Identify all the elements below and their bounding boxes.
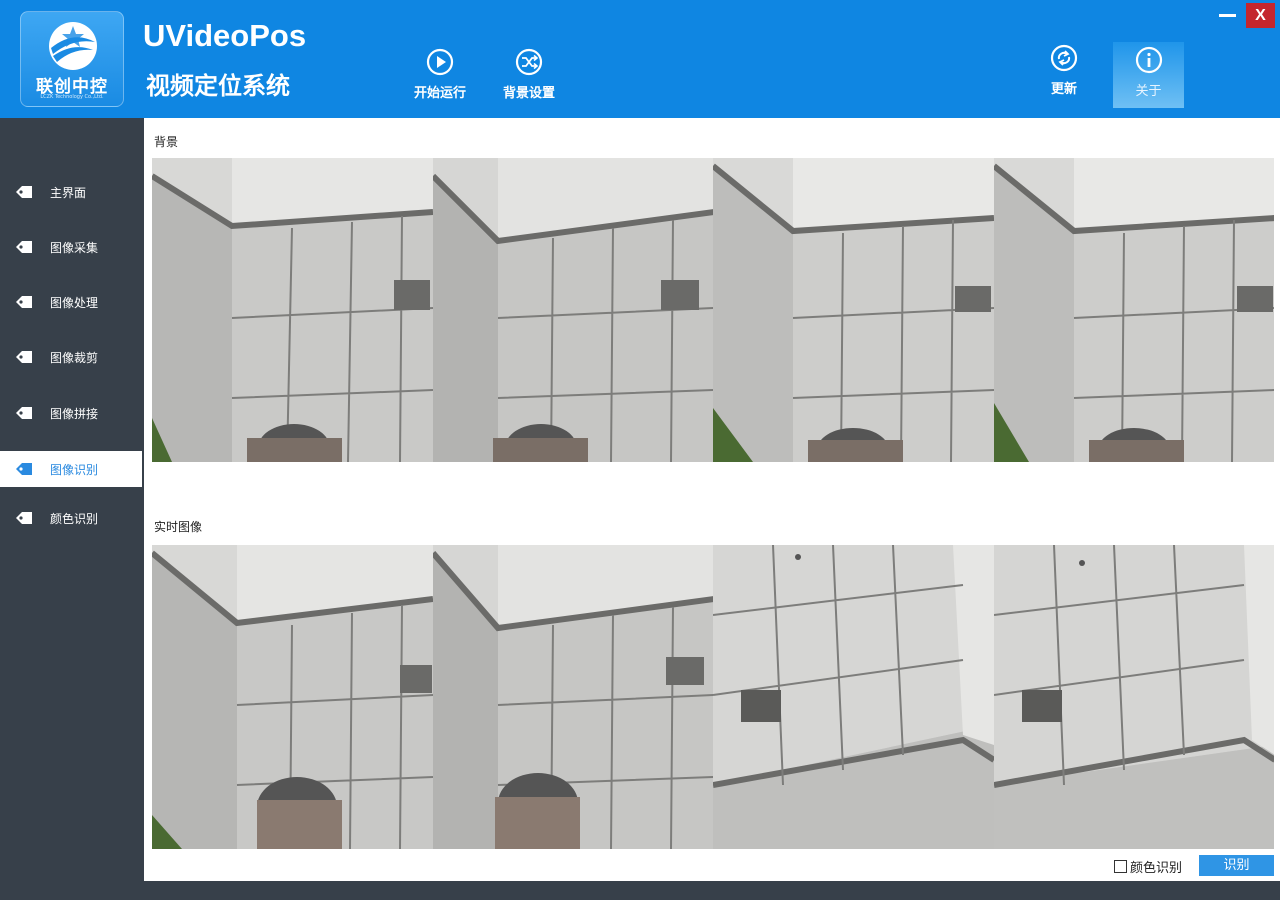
background-image-row <box>152 158 1274 462</box>
start-run-label: 开始运行 <box>413 86 466 101</box>
background-image-1 <box>152 158 433 462</box>
about-button[interactable]: 关于 <box>1113 42 1184 108</box>
start-run-button[interactable]: 开始运行 <box>400 48 480 101</box>
shuffle-icon <box>515 48 543 76</box>
realtime-image-2 <box>432 545 713 849</box>
realtime-image-1 <box>152 545 433 849</box>
main-content: 背景 <box>144 118 1280 881</box>
logo-subtext: LCZK Technology Co.,Ltd. <box>40 94 104 100</box>
app-subtitle: 视频定位系统 <box>146 72 290 100</box>
background-section-title: 背景 <box>154 135 179 149</box>
color-recognition-label: 颜色识别 <box>1130 861 1183 876</box>
bottom-action-bar: 颜色识别 识别 <box>144 853 1280 881</box>
refresh-icon <box>1050 44 1078 72</box>
color-recognition-checkbox[interactable]: 颜色识别 <box>1114 857 1182 876</box>
sidebar-item-main[interactable]: 主界面 <box>0 174 142 210</box>
play-icon <box>426 48 454 76</box>
tag-icon <box>16 512 32 524</box>
info-icon <box>1135 46 1162 74</box>
sidebar-item-image-processing[interactable]: 图像处理 <box>0 284 142 320</box>
update-label: 更新 <box>1050 82 1077 97</box>
sidebar-item-label: 图像裁剪 <box>50 351 99 365</box>
background-image-3 <box>713 158 994 462</box>
realtime-image-3 <box>713 545 994 849</box>
tag-icon <box>16 296 32 308</box>
sidebar-item-image-recognition[interactable]: 图像识别 <box>0 451 142 487</box>
app-header: 联创中控 LCZK Technology Co.,Ltd. UVideoPos … <box>0 0 1280 118</box>
footer-strip <box>142 881 1280 900</box>
sidebar-item-image-capture[interactable]: 图像采集 <box>0 229 142 265</box>
sidebar: 主界面 图像采集 图像处理 图像裁剪 图像拼接 图像识别 颜色识别 <box>0 118 142 900</box>
checkbox-box[interactable] <box>1114 860 1127 873</box>
update-button[interactable]: 更新 <box>1024 44 1104 97</box>
background-settings-label: 背景设置 <box>502 86 555 101</box>
sidebar-item-image-stitch[interactable]: 图像拼接 <box>0 395 142 431</box>
close-button[interactable]: X <box>1246 3 1275 28</box>
tag-icon <box>16 186 32 198</box>
sidebar-item-label: 主界面 <box>50 186 87 200</box>
minimize-button[interactable] <box>1216 4 1240 26</box>
logo-emblem-icon <box>49 22 97 70</box>
tag-icon <box>16 407 32 419</box>
sidebar-item-color-recognition[interactable]: 颜色识别 <box>0 500 142 536</box>
logo: 联创中控 LCZK Technology Co.,Ltd. <box>20 11 124 107</box>
background-image-2 <box>432 158 713 462</box>
tag-icon <box>16 241 32 253</box>
realtime-section-title: 实时图像 <box>154 520 203 534</box>
tag-icon <box>16 463 32 475</box>
tag-icon <box>16 351 32 363</box>
sidebar-item-image-crop[interactable]: 图像裁剪 <box>0 339 142 375</box>
sidebar-item-label: 图像识别 <box>50 463 99 477</box>
sidebar-item-label: 图像拼接 <box>50 407 99 421</box>
sidebar-item-label: 颜色识别 <box>50 512 99 526</box>
logo-text: 联创中控 <box>36 77 108 97</box>
recognize-button[interactable]: 识别 <box>1199 855 1274 876</box>
app-title: UVideoPos <box>143 18 307 53</box>
background-settings-button[interactable]: 背景设置 <box>489 48 569 101</box>
background-image-4 <box>993 158 1274 462</box>
realtime-image-4 <box>993 545 1274 849</box>
sidebar-item-label: 图像处理 <box>50 296 99 310</box>
sidebar-item-label: 图像采集 <box>50 241 99 255</box>
realtime-image-row <box>152 545 1274 849</box>
about-label: 关于 <box>1135 84 1162 99</box>
